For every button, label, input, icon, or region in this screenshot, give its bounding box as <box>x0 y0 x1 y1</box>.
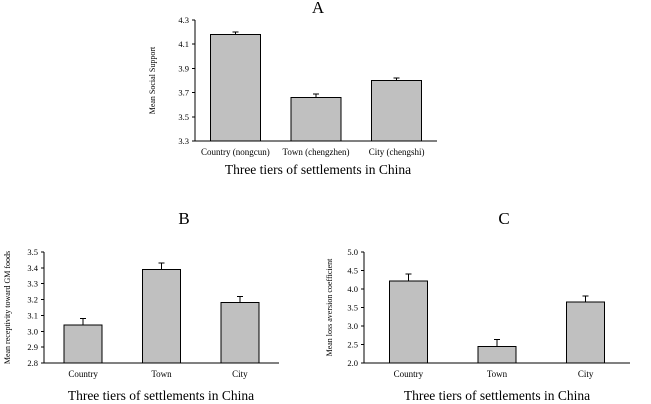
panel-b-category-label: Country <box>68 369 98 379</box>
panel-a-y-axis-label: Mean Social Support <box>148 46 157 114</box>
panel-a-letter: A <box>312 0 325 17</box>
panel-a-y-tick-label: 3.3 <box>178 136 189 146</box>
panel-b-y-tick-label: 3.0 <box>27 326 38 336</box>
panel-c-category-label: Country <box>394 369 424 379</box>
panel-c-y-tick-label: 4.0 <box>347 284 358 294</box>
panel-c-category-label: City <box>578 369 594 379</box>
panel-b-y-tick-label: 2.9 <box>27 342 38 352</box>
panel-b-y-tick-label: 3.2 <box>27 295 38 305</box>
panel-b-y-tick-label: 2.8 <box>27 358 38 368</box>
panel-b-y-tick-label: 3.4 <box>27 263 38 273</box>
panel-b-category-label: Town <box>151 369 172 379</box>
panel-a: A 3.3 3.5 3.7 3.9 4.1 4.3 Country (nongcun) Town… <box>148 0 437 177</box>
panel-a-y-tick-label: 4.1 <box>178 39 189 49</box>
panel-c-category-label: Town <box>487 369 508 379</box>
panel-c: C 2.0 2.5 3.0 3.5 4.0 4.5 5.0 Country Town City Thr… <box>325 209 630 403</box>
panel-c-letter: C <box>498 209 509 228</box>
panel-b-y-tick-label: 3.3 <box>27 279 38 289</box>
panel-a-bar <box>209 34 261 142</box>
panel-a-category-label: Town (chengzhen) <box>282 147 349 157</box>
panel-a-category-label: Country (nongcun) <box>201 147 270 157</box>
panel-a-y-tick-label: 4.3 <box>178 15 189 25</box>
panel-a-y-tick-label: 3.5 <box>178 112 189 122</box>
panel-a-category-label: City (chengshi) <box>369 147 425 157</box>
panel-b-y-tick-label: 3.5 <box>27 247 38 257</box>
panel-b-category-label: City <box>232 369 248 379</box>
panel-b-letter: B <box>178 209 189 228</box>
panel-a-x-axis-title: Three tiers of settlements in China <box>225 162 411 177</box>
panel-b-bar <box>220 302 260 364</box>
panel-a-bar <box>290 96 342 142</box>
panel-b-y-tick-label: 3.1 <box>27 310 38 320</box>
panel-c-y-tick-label: 4.5 <box>347 266 358 276</box>
panel-b-bar <box>142 268 181 364</box>
panel-c-y-tick-label: 3.5 <box>347 303 358 313</box>
panel-b: B 2.8 2.9 3.0 3.1 3.2 3.3 3.4 3.5 Country Town City… <box>3 209 279 403</box>
panel-c-bar <box>566 301 606 364</box>
panel-c-x-axis-title: Three tiers of settlements in China <box>404 388 590 403</box>
panel-c-bar <box>388 280 428 364</box>
panel-c-y-tick-label: 5.0 <box>347 247 358 257</box>
panel-a-bar <box>371 80 423 142</box>
panel-b-bar <box>63 324 103 364</box>
panel-c-y-tick-label: 3.0 <box>347 321 358 331</box>
panel-c-y-tick-label: 2.5 <box>347 340 358 350</box>
panel-c-y-tick-label: 2.0 <box>347 358 358 368</box>
panel-a-y-tick-label: 3.7 <box>178 88 189 98</box>
panel-b-x-axis-title: Three tiers of settlements in China <box>68 388 254 403</box>
panel-a-y-tick-label: 3.9 <box>178 63 189 73</box>
panel-c-bar <box>477 345 517 364</box>
panel-c-y-axis-label: Mean loss aversion coefficient <box>325 258 334 357</box>
panel-b-y-axis-label: Mean receptivity toward GM foods <box>3 251 12 364</box>
